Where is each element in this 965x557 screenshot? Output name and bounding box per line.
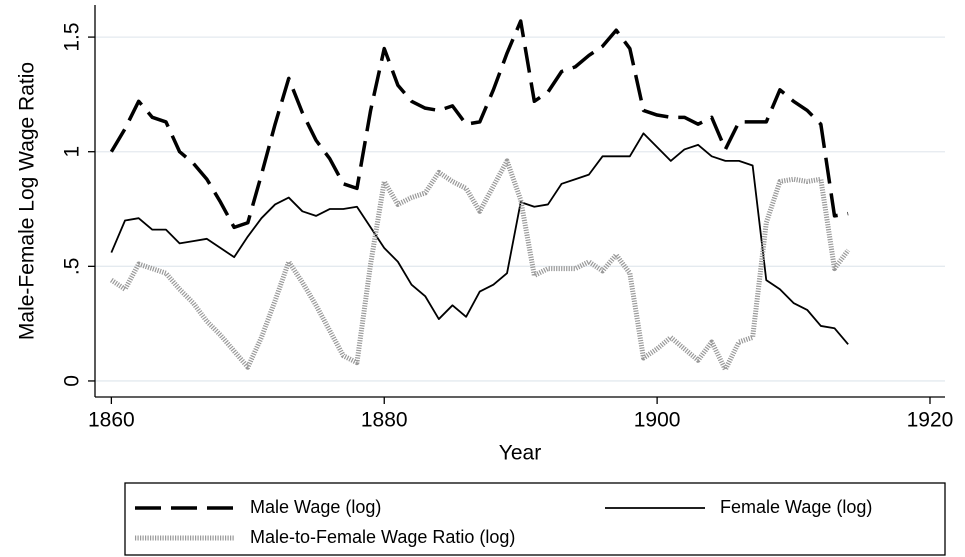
series-line (110, 132, 849, 345)
y-tick-label: .5 (61, 258, 84, 276)
y-axis-label: Male-Female Log Wage Ratio (16, 62, 39, 340)
x-tick-label: 1900 (634, 409, 681, 432)
series-line (109, 19, 849, 230)
x-tick-label: 1860 (88, 409, 135, 432)
legend-label: Male Wage (log) (250, 497, 381, 517)
y-tick-label: 0 (61, 375, 84, 387)
legend-label: Female Wage (log) (720, 497, 872, 517)
x-axis-label: Year (499, 442, 541, 465)
x-tick-label: 1920 (907, 409, 954, 432)
y-tick-label: 1.5 (61, 22, 84, 51)
x-tick-label: 1880 (361, 409, 408, 432)
series-line (109, 158, 851, 372)
y-tick-label: 1 (61, 146, 84, 158)
legend-box (124, 482, 946, 556)
legend-label: Male-to-Female Wage Ratio (log) (250, 527, 515, 547)
